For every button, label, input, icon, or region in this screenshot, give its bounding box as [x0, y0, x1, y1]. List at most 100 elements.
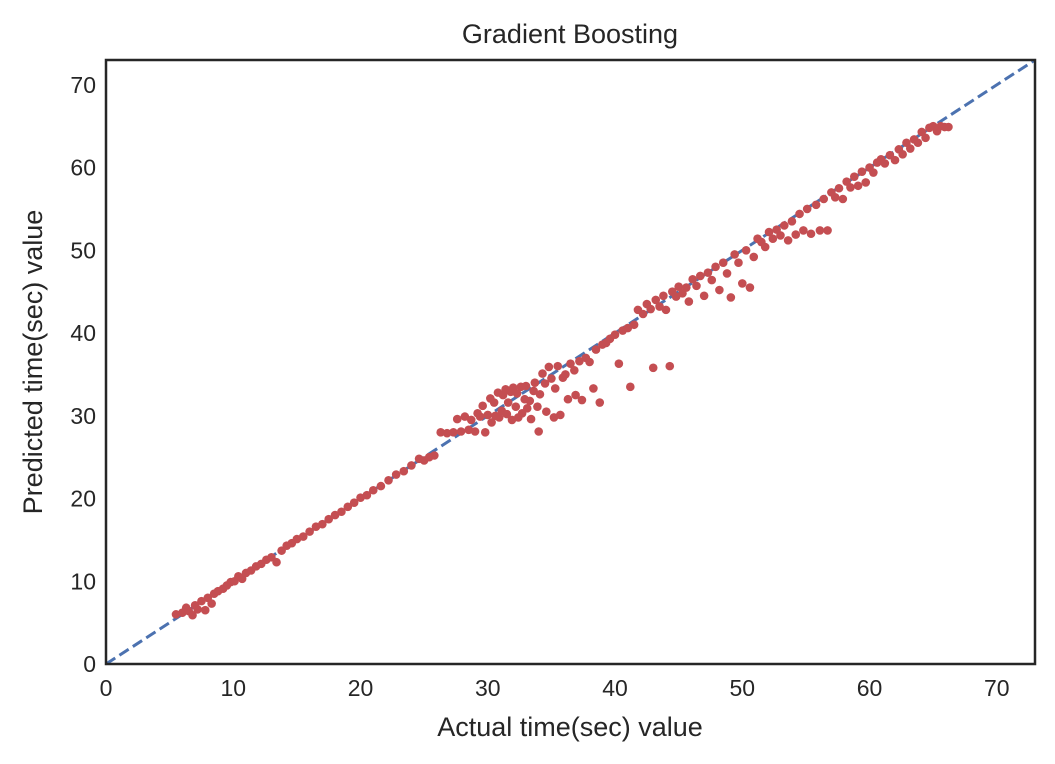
data-point	[838, 194, 848, 204]
data-point	[795, 209, 804, 219]
data-point	[200, 605, 210, 615]
data-point	[787, 217, 797, 226]
x-axis-ticks: 0 10 20 30 40 50 60 70	[100, 675, 1010, 701]
data-point	[711, 262, 720, 272]
y-tick-label: 70	[70, 72, 96, 98]
data-point	[846, 183, 855, 192]
x-tick-label: 70	[984, 675, 1010, 701]
data-point	[688, 274, 697, 284]
y-tick-label: 10	[70, 568, 96, 594]
plot-frame	[104, 58, 1037, 666]
data-point	[707, 275, 717, 285]
data-point	[913, 138, 923, 148]
data-point	[436, 428, 445, 437]
data-point	[921, 133, 930, 143]
data-point	[452, 414, 462, 424]
data-point	[849, 172, 859, 181]
data-point	[556, 410, 565, 420]
data-point	[550, 384, 560, 393]
data-point	[542, 407, 551, 416]
data-point	[534, 427, 543, 436]
y-tick-label: 0	[83, 651, 96, 677]
data-point	[384, 476, 393, 485]
data-point	[648, 363, 658, 373]
data-point	[629, 320, 639, 330]
data-point	[298, 532, 308, 541]
data-point	[589, 384, 598, 393]
data-point	[823, 226, 832, 235]
data-point	[783, 236, 793, 245]
x-tick-label: 30	[475, 675, 501, 701]
data-point	[207, 599, 216, 608]
data-point	[511, 402, 521, 411]
data-point	[197, 596, 206, 606]
data-point	[715, 285, 724, 295]
data-point	[655, 302, 664, 311]
data-point	[193, 605, 202, 614]
data-point	[869, 168, 878, 177]
y-tick-label: 40	[70, 320, 96, 346]
data-point	[318, 519, 327, 529]
data-point	[343, 502, 353, 512]
chart-title: Gradient Boosting	[462, 19, 678, 49]
data-point	[305, 527, 314, 536]
data-point	[494, 413, 504, 422]
data-point	[456, 427, 466, 436]
data-point	[861, 178, 871, 187]
data-point	[478, 401, 487, 411]
data-point	[530, 378, 540, 387]
data-point	[577, 395, 587, 405]
data-point	[512, 389, 522, 398]
data-point	[776, 231, 785, 240]
data-point	[502, 409, 512, 419]
data-point	[480, 428, 490, 437]
data-point	[741, 246, 751, 255]
data-point	[563, 394, 573, 404]
data-point	[665, 361, 675, 371]
data-point	[857, 167, 867, 176]
data-point	[674, 282, 683, 292]
data-point	[764, 227, 774, 237]
data-point	[487, 418, 496, 427]
data-point	[768, 234, 778, 244]
data-point	[815, 226, 825, 235]
data-point	[522, 404, 532, 413]
data-point	[442, 428, 452, 438]
data-point	[659, 291, 668, 301]
y-axis-label: Predicted time(sec) value	[18, 210, 48, 515]
data-point	[349, 498, 359, 507]
data-point	[430, 451, 439, 460]
data-point	[460, 412, 470, 421]
data-point	[526, 414, 536, 424]
data-point	[610, 330, 620, 339]
data-point	[718, 258, 728, 268]
data-point	[591, 345, 601, 354]
data-point	[535, 389, 545, 399]
data-point	[623, 323, 633, 333]
data-point	[399, 466, 409, 476]
data-point	[483, 410, 493, 420]
data-point	[898, 150, 907, 159]
y-tick-label: 60	[70, 155, 96, 181]
data-point	[553, 361, 563, 371]
data-point	[905, 144, 915, 153]
data-point	[407, 461, 416, 470]
data-point	[503, 398, 513, 407]
data-point	[538, 369, 547, 378]
data-point	[684, 297, 694, 306]
data-point	[638, 309, 648, 319]
data-point	[738, 279, 747, 288]
data-point	[730, 250, 739, 259]
data-point	[661, 305, 671, 315]
data-point	[561, 370, 570, 379]
data-point	[745, 283, 755, 292]
data-point	[646, 304, 655, 314]
y-tick-label: 20	[70, 486, 96, 512]
x-tick-label: 40	[602, 675, 628, 701]
x-tick-label: 10	[220, 675, 246, 701]
data-point	[368, 485, 378, 495]
data-point	[734, 258, 743, 268]
data-point	[651, 295, 661, 305]
data-point	[533, 402, 542, 411]
